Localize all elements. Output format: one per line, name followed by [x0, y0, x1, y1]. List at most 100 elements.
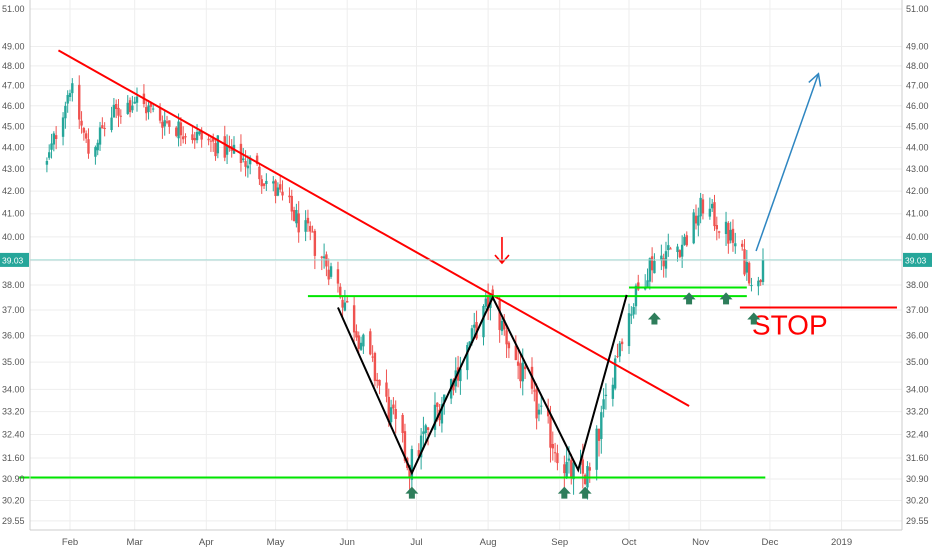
- y-tick-label-right: 51.00: [906, 4, 929, 14]
- candle: [84, 130, 88, 144]
- candle-body: [757, 280, 760, 287]
- candle-body: [246, 165, 250, 169]
- buy-arrow-icon: [682, 292, 696, 305]
- candle: [519, 353, 522, 389]
- candle-body: [292, 210, 296, 221]
- candle: [697, 207, 700, 237]
- candle: [290, 189, 293, 221]
- candle: [424, 423, 427, 443]
- candle: [209, 137, 213, 152]
- candle-body: [216, 135, 220, 154]
- candle-body: [394, 409, 397, 419]
- y-tick-label-left: 47.00: [2, 81, 25, 91]
- candle: [216, 135, 220, 159]
- candle: [101, 117, 104, 129]
- candle-body: [505, 330, 508, 345]
- y-tick-label-right: 48.00: [906, 61, 929, 71]
- candle-body: [359, 342, 363, 350]
- candle: [54, 126, 58, 150]
- candle-body: [600, 412, 603, 439]
- candle: [713, 194, 716, 231]
- candle: [459, 356, 462, 395]
- candle-body: [392, 404, 395, 409]
- y-tick-label-left: 30.20: [2, 495, 25, 505]
- candle-body: [181, 136, 185, 140]
- candle-body: [262, 183, 266, 186]
- candle: [304, 210, 307, 242]
- candle-body: [618, 343, 621, 357]
- candle-body: [276, 187, 280, 196]
- candle: [225, 134, 229, 165]
- candle-body: [313, 230, 317, 256]
- candle: [66, 90, 69, 113]
- candle: [650, 247, 654, 283]
- candle-body: [115, 103, 118, 110]
- candle-body: [482, 306, 485, 338]
- y-tick-label-left: 51.00: [2, 4, 25, 14]
- last-price-label-right: 39.03: [903, 252, 932, 267]
- candle-body: [64, 105, 67, 119]
- last-price-badge: [903, 252, 932, 267]
- candle-body: [646, 280, 649, 289]
- candle: [373, 351, 377, 387]
- candle-body: [583, 474, 587, 485]
- y-tick-label-right: 44.00: [906, 142, 929, 152]
- candle: [64, 101, 67, 129]
- candle-body: [212, 138, 215, 142]
- candle-body: [491, 289, 494, 298]
- candle-body: [103, 128, 106, 130]
- candle: [260, 175, 263, 194]
- candle: [355, 324, 358, 341]
- candle-body: [45, 160, 49, 165]
- candle: [692, 209, 695, 245]
- candle: [602, 388, 605, 418]
- candle-body: [678, 250, 682, 258]
- candle: [288, 187, 291, 204]
- y-tick-label-left: 38.00: [2, 280, 25, 290]
- y-tick-label-right: 49.00: [906, 42, 929, 52]
- candle: [505, 326, 508, 358]
- candle: [309, 221, 312, 241]
- candle: [255, 152, 259, 166]
- candle-body: [50, 143, 53, 150]
- candle-body: [244, 160, 247, 167]
- candle-body: [248, 157, 252, 165]
- candle: [551, 431, 554, 461]
- y-tick-label-left: 32.40: [2, 430, 25, 440]
- candle: [729, 221, 732, 244]
- candle-body: [260, 179, 263, 187]
- candle-body: [279, 184, 282, 190]
- y-tick-label-left: 45.00: [2, 121, 25, 131]
- candle-body: [346, 300, 349, 303]
- candle-body: [597, 428, 601, 441]
- candle-body: [147, 105, 150, 113]
- candle-body: [207, 138, 210, 141]
- y-tick-label-right: 43.00: [906, 164, 929, 174]
- candle: [724, 211, 728, 246]
- y-tick-label-left: 34.00: [2, 384, 25, 394]
- candle: [646, 268, 649, 289]
- candle-body: [304, 220, 307, 232]
- candle: [378, 379, 381, 395]
- candle: [570, 453, 573, 485]
- candle-body: [309, 225, 312, 232]
- y-tick-label-left: 31.60: [2, 453, 25, 463]
- candle: [274, 179, 277, 204]
- candle: [701, 194, 705, 220]
- y-tick-label-right: 36.00: [906, 331, 929, 341]
- candle: [750, 277, 753, 292]
- candle: [126, 95, 129, 115]
- candle: [620, 338, 624, 352]
- candle-body: [419, 435, 423, 458]
- candle-body: [697, 215, 700, 226]
- candle: [710, 198, 714, 212]
- y-tick-label-right: 41.00: [906, 209, 929, 219]
- candle-body: [648, 258, 652, 282]
- candle-body: [177, 121, 180, 139]
- candle: [48, 144, 51, 160]
- candle: [276, 182, 280, 197]
- candle: [165, 115, 169, 125]
- candle-body: [604, 394, 608, 396]
- candle: [181, 126, 185, 144]
- candle-body: [214, 143, 217, 157]
